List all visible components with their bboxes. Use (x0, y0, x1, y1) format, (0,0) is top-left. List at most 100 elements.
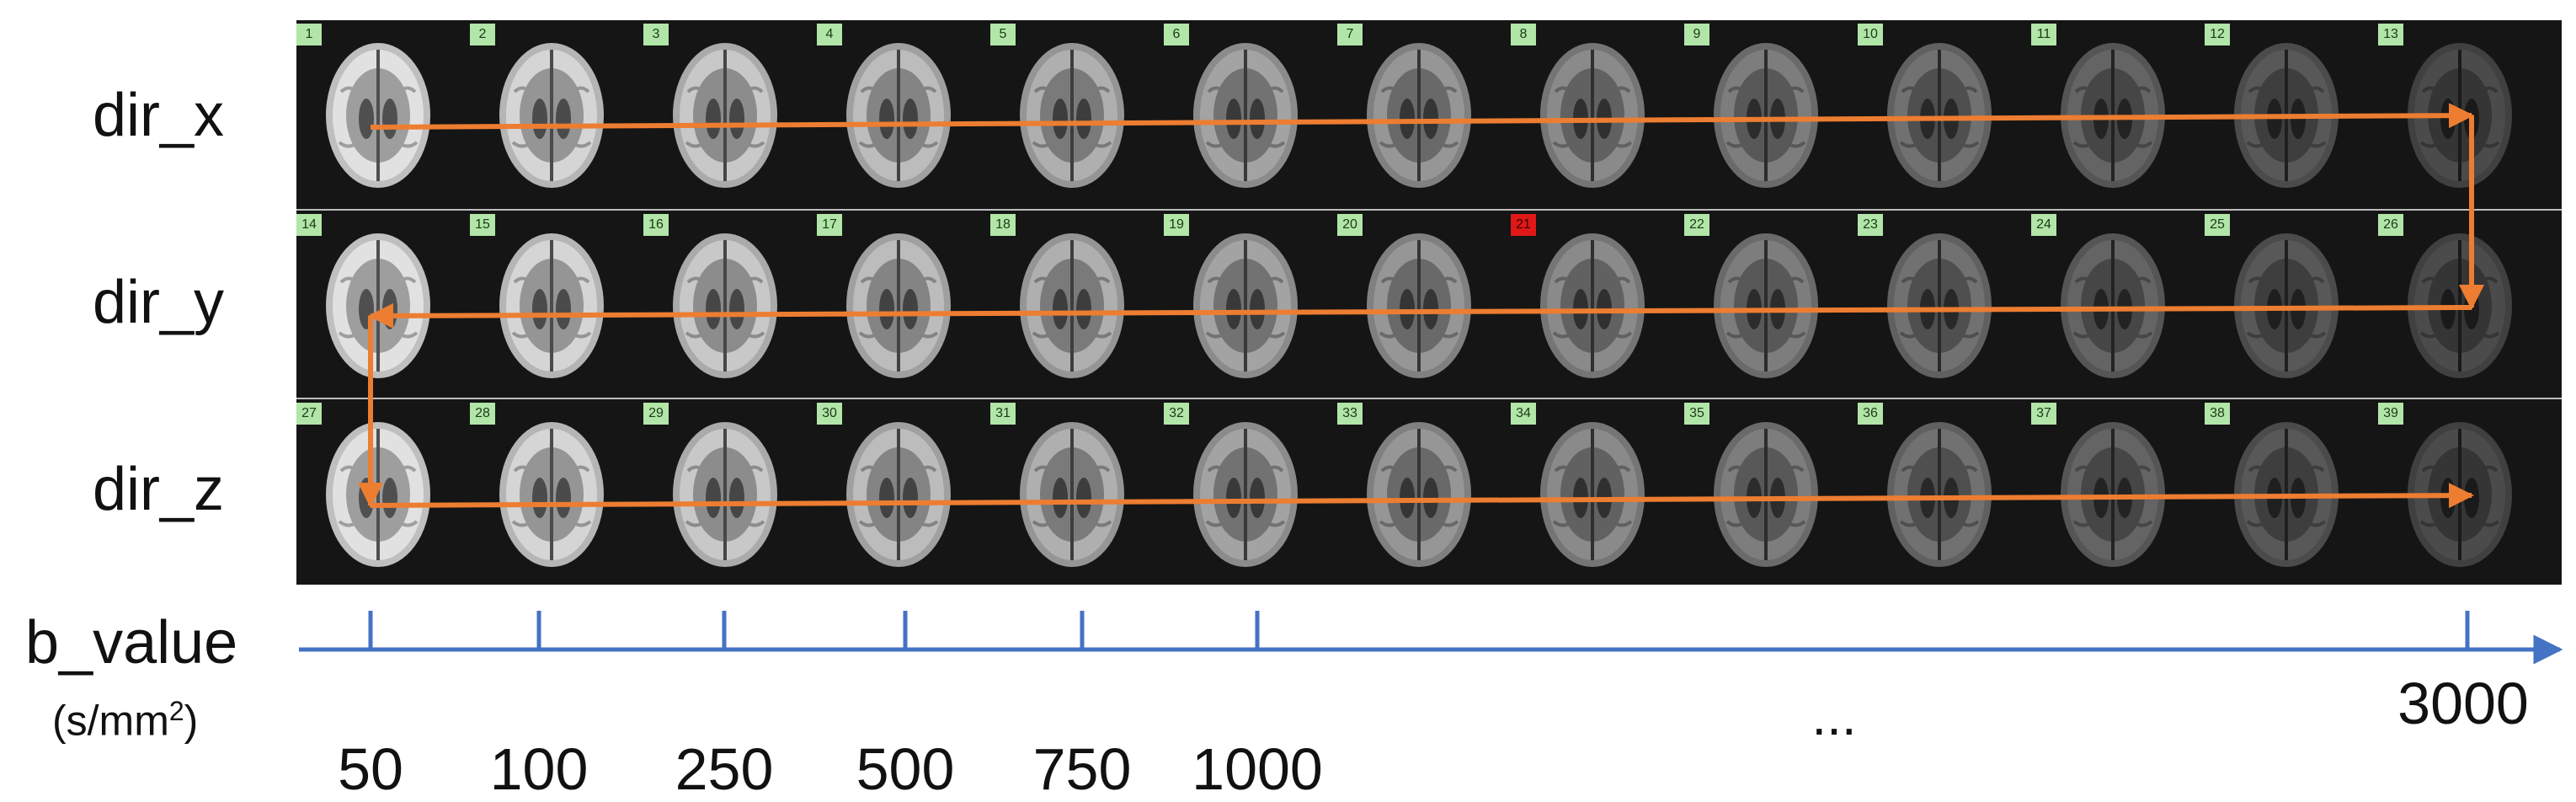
image-cell: 9 (1684, 20, 1858, 207)
brain-slice (1367, 43, 1471, 188)
image-index: 3 (643, 24, 669, 45)
brain-slice (1887, 233, 1992, 378)
image-index: 24 (2031, 214, 2056, 236)
order-arrow-segment (368, 302, 2472, 329)
image-index: 7 (1337, 24, 1363, 45)
image-index: 22 (1684, 214, 1709, 236)
image-cell: 22 (1684, 211, 1858, 398)
image-cell: 15 (470, 211, 643, 398)
image-index: 31 (990, 403, 1016, 425)
brain-slice (1540, 43, 1645, 188)
brain-slice (1714, 43, 1818, 188)
image-index: 28 (470, 403, 495, 425)
image-cell: 4 (817, 20, 990, 207)
image-index: 16 (643, 214, 669, 236)
image-cell: 2 (470, 20, 643, 207)
image-cell: 17 (817, 211, 990, 398)
image-cell: 28 (470, 399, 643, 586)
axis-ellipsis: ... (1811, 686, 1857, 746)
image-cell: 36 (1858, 399, 2031, 586)
brain-slice (1540, 422, 1645, 567)
image-cell: 24 (2031, 211, 2205, 398)
tick-label: 500 (856, 736, 955, 802)
image-index: 9 (1684, 24, 1709, 45)
image-index: 1 (296, 24, 322, 45)
tick-label: 3000 (2397, 671, 2529, 736)
image-cell: 5 (990, 20, 1164, 207)
image-index: 10 (1858, 24, 1883, 45)
brain-slice (673, 43, 777, 188)
image-cell: 29 (643, 399, 817, 586)
image-index: 30 (817, 403, 842, 425)
image-cell: 16 (643, 211, 817, 398)
brain-slice (1020, 422, 1124, 567)
image-index: 15 (470, 214, 495, 236)
image-index: 35 (1684, 403, 1709, 425)
axis-unit-suffix: ) (184, 697, 199, 745)
image-index: 34 (1511, 403, 1536, 425)
image-index: 19 (1164, 214, 1189, 236)
acquisition-order-arrows (358, 103, 2484, 509)
image-index: 18 (990, 214, 1016, 236)
brain-slice (1193, 43, 1298, 188)
tick-label: 750 (1032, 736, 1132, 802)
order-arrow-segment (370, 483, 2474, 509)
axis-title: b_value (25, 609, 238, 676)
image-row: 14 15 16 17 18 19 20 21 22 23 24 25 26 (296, 209, 2562, 398)
brain-slice (846, 43, 951, 188)
image-index: 8 (1511, 24, 1536, 45)
brain-slice (2234, 43, 2339, 188)
image-cell: 18 (990, 211, 1164, 398)
image-index: 33 (1337, 403, 1363, 425)
image-index: 6 (1164, 24, 1189, 45)
axis-unit-prefix: (s/mm (52, 697, 169, 745)
row-label-dir-y: dir_y (93, 269, 225, 336)
image-index: 23 (1858, 214, 1883, 236)
order-arrow-segment (370, 103, 2474, 130)
image-cell: 30 (817, 399, 990, 586)
brain-slice (1367, 233, 1471, 378)
brain-slice (1020, 43, 1124, 188)
brain-slice (1193, 233, 1298, 378)
image-index: 20 (1337, 214, 1363, 236)
brain-slice (2061, 233, 2165, 378)
brain-slice (1714, 233, 1818, 378)
image-index: 11 (2031, 24, 2056, 45)
brain-slice (499, 43, 604, 188)
image-index: 38 (2205, 403, 2230, 425)
brain-slice (1020, 233, 1124, 378)
image-index: 17 (817, 214, 842, 236)
tick-label: 1000 (1192, 736, 1323, 802)
image-cell: 20 (1337, 211, 1511, 398)
image-cell: 33 (1337, 399, 1511, 586)
brain-slice (499, 422, 604, 567)
image-cell: 21 (1511, 211, 1684, 398)
image-index: 5 (990, 24, 1016, 45)
brain-slice (326, 43, 430, 188)
tick-label: 100 (489, 736, 589, 802)
tick-label: 250 (675, 736, 774, 802)
image-cell: 19 (1164, 211, 1337, 398)
b-value-axis (299, 611, 2563, 665)
image-index: 39 (2378, 403, 2403, 425)
image-cell: 31 (990, 399, 1164, 586)
brain-slice (1714, 422, 1818, 567)
brain-slice (499, 233, 604, 378)
brain-slice (1540, 233, 1645, 378)
brain-slice (846, 233, 951, 378)
image-index: 25 (2205, 214, 2230, 236)
scan-order-and-axis-overlay (299, 103, 2563, 665)
tick-label: 50 (338, 736, 403, 802)
image-index: 12 (2205, 24, 2230, 45)
image-row: 27 28 29 30 31 32 33 34 35 36 37 38 39 (296, 398, 2562, 586)
brain-slice (673, 422, 777, 567)
image-cell: 1 (296, 20, 470, 207)
image-index: 13 (2378, 24, 2403, 45)
row-label-dir-z: dir_z (93, 456, 225, 523)
row-label-dir-x: dir_x (93, 82, 225, 149)
dwi-image-grid: 1 2 3 4 5 6 7 8 9 10 11 12 13 14 15 16 17 18 19 20 21 22 23 24 2… (296, 20, 2562, 585)
image-index: 37 (2031, 403, 2056, 425)
brain-slice (1887, 43, 1992, 188)
image-index-flagged: 21 (1511, 214, 1536, 236)
image-cell: 6 (1164, 20, 1337, 207)
